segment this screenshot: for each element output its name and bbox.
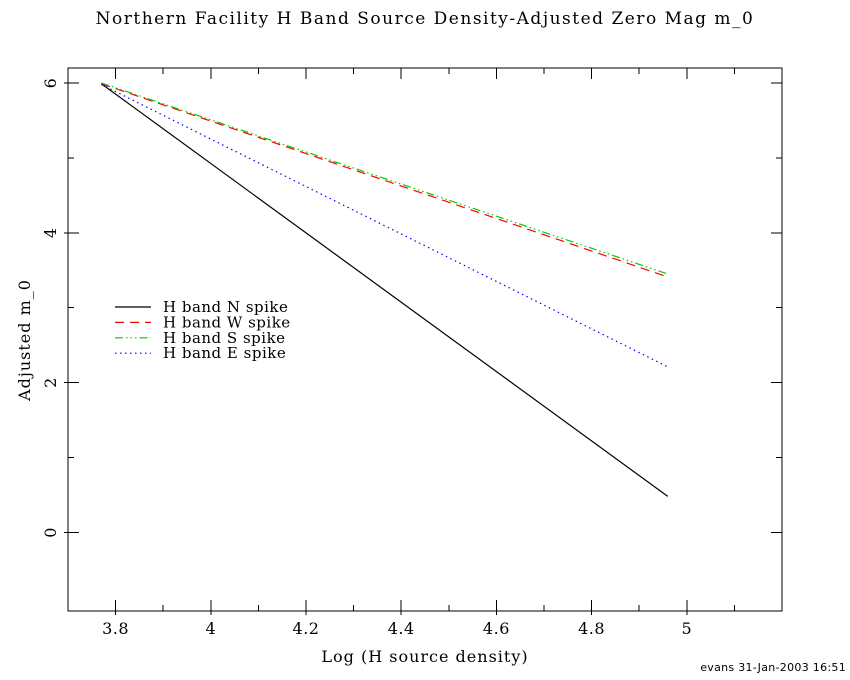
legend-item: H band E spike <box>115 344 286 362</box>
y-tick-label: 2 <box>41 377 60 388</box>
x-tick-label: 4.8 <box>578 619 605 638</box>
legend-item: H band W spike <box>115 313 291 331</box>
legend-item-label: H band E spike <box>163 344 286 362</box>
x-tick-label: 4 <box>205 619 216 638</box>
y-tick-label: 6 <box>41 78 60 89</box>
series-line-4 <box>101 83 669 368</box>
x-tick-label: 4.4 <box>388 619 415 638</box>
plot-frame <box>67 67 783 612</box>
x-tick-label: 5 <box>681 619 692 638</box>
y-tick-label: 4 <box>41 227 60 238</box>
series-line-2 <box>101 83 668 278</box>
legend-item: H band S spike <box>115 329 286 347</box>
x-axis-label: Log (H source density) <box>321 647 528 666</box>
legend-item-label: H band S spike <box>163 329 286 347</box>
x-tick-label: 4.2 <box>293 619 320 638</box>
credit-annotation: evans 31-Jan-2003 16:51 <box>700 661 846 674</box>
series-layer <box>100 82 669 497</box>
axes-layer: 3.8 4 4.2 4.4 4.6 4.8 5 0 2 4 6 <box>41 67 783 638</box>
x-tick-label: 3.8 <box>102 619 129 638</box>
x-tick-label: 4.6 <box>483 619 510 638</box>
legend-item: H band N spike <box>115 298 288 316</box>
y-tick-label: 0 <box>41 527 60 538</box>
y-axis-label: Adjusted m_0 <box>15 279 34 402</box>
legend-item-label: H band W spike <box>163 313 291 331</box>
series-line-1 <box>100 83 669 497</box>
series-line-3 <box>101 82 668 275</box>
chart-title: Northern Facility H Band Source Density-… <box>96 9 755 29</box>
legend-item-label: H band N spike <box>163 298 288 316</box>
